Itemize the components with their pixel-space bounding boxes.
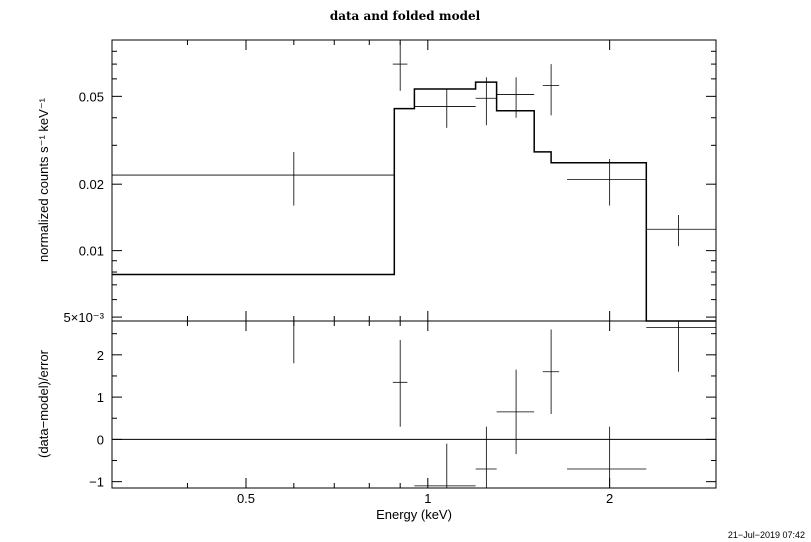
bottom-y-axis-label: (data−model)/error — [36, 349, 51, 458]
data-points — [112, 42, 716, 246]
top-y-axis-label: normalized counts s⁻¹ keV⁻¹ — [36, 97, 51, 262]
data-point — [392, 42, 408, 91]
residual-point — [475, 426, 497, 488]
x-axis-label: Energy (keV) — [376, 507, 452, 522]
top-panel-ticks: 5×10⁻³ 0.01 0.02 0.05 — [64, 40, 716, 325]
bottom-panel-frame — [111, 320, 717, 489]
x-tick-label: 2 — [606, 491, 613, 506]
residual-point — [414, 443, 476, 488]
timestamp: 21−Jul−2019 07:42 — [728, 530, 805, 540]
top-y-tick-label: 0.02 — [79, 177, 104, 192]
residual-point — [392, 340, 408, 427]
data-point — [567, 159, 647, 206]
top-y-tick-label: 0.05 — [79, 89, 104, 104]
data-point — [475, 77, 497, 126]
data-point — [496, 77, 535, 118]
top-panel-frame — [111, 39, 717, 322]
bottom-y-tick-label: 0 — [97, 432, 104, 447]
residual-point — [112, 320, 395, 364]
residual-point — [646, 321, 716, 372]
bottom-panel: 0.5 1 2 −1 0 1 2 (data−model)/error Energy (ke… — [36, 320, 717, 522]
x-tick-label: 0.5 — [237, 491, 255, 506]
top-panel: 5×10⁻³ 0.01 0.02 0.05 normalized counts s⁻¹… — [36, 39, 717, 325]
bottom-y-tick-label: 1 — [97, 390, 104, 405]
residual-point — [567, 426, 647, 488]
folded-model-histogram — [112, 81, 716, 322]
residual-point — [496, 369, 535, 455]
data-point — [112, 151, 395, 206]
data-point — [646, 215, 716, 246]
bottom-panel-ticks: 0.5 1 2 −1 0 1 2 — [89, 321, 716, 506]
folded-model-line — [112, 81, 716, 322]
residual-points — [112, 320, 716, 488]
top-y-tick-label: 0.01 — [79, 244, 104, 259]
chart-title: data and folded model — [330, 9, 481, 23]
bottom-y-tick-label: −1 — [89, 475, 104, 490]
data-point — [542, 64, 560, 116]
top-y-tick-label: 5×10⁻³ — [64, 310, 105, 325]
data-point — [414, 88, 476, 128]
residual-point — [542, 329, 560, 415]
bottom-y-tick-label: 2 — [97, 348, 104, 363]
x-tick-label: 1 — [424, 491, 431, 506]
